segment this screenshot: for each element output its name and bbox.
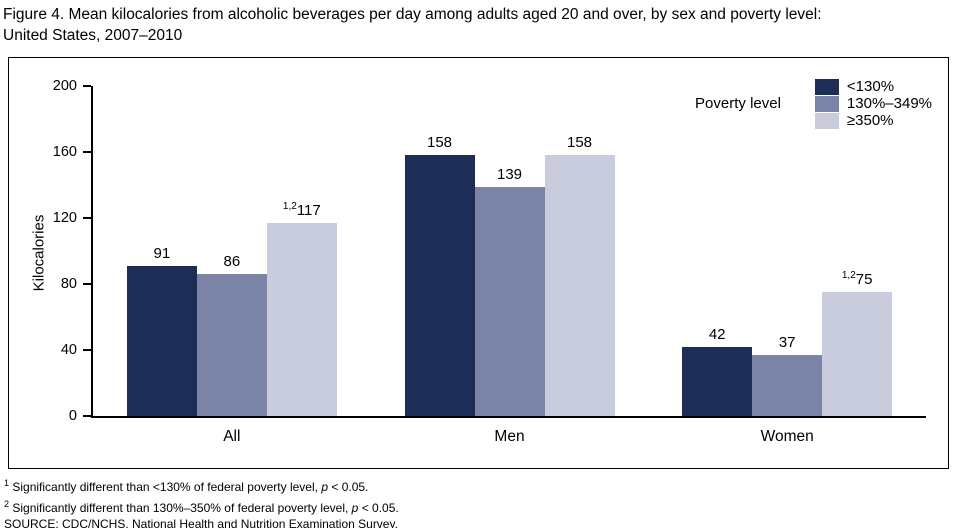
y-tick: 160 — [53, 144, 91, 160]
bar-value-label: 158 — [426, 134, 453, 152]
bar: 139 — [474, 86, 545, 416]
bar-value-label: 91 — [153, 244, 171, 262]
category-label: All — [223, 428, 241, 445]
y-tick-label: 200 — [52, 78, 77, 94]
footnotes: 1 Significantly different than <130% of … — [4, 475, 399, 528]
bar: 1,2117 — [266, 86, 337, 416]
y-axis-label: Kilocalories — [30, 214, 48, 292]
bar-rect — [404, 155, 475, 416]
y-tick-label: 120 — [52, 210, 77, 226]
legend-item: ≥350% — [814, 112, 932, 129]
bar-value-label: 1,2117 — [282, 200, 321, 219]
bar-groups: 91 86 1,2117 All 158 139 158 Men 42 37 1,275 Women — [93, 86, 926, 445]
footnote-2: 2 Significantly different than 130%–350%… — [4, 496, 399, 517]
bar: 37 — [752, 86, 823, 416]
plot-area: 0 40 80 120 160 200 91 86 1,2117 All 158 139 158 Men 4… — [53, 78, 926, 445]
y-tick-label: 40 — [60, 342, 77, 358]
legend-swatch — [814, 112, 839, 129]
y-tick-label: 160 — [52, 144, 77, 160]
bar-rect — [126, 265, 197, 416]
footnote-2-marker: 2 — [4, 498, 10, 509]
bar-rect — [196, 274, 267, 416]
category-label: Women — [760, 428, 814, 445]
category-group-women: 42 37 1,275 Women — [648, 86, 926, 445]
category-group-all: 91 86 1,2117 All — [93, 86, 371, 445]
bar: 1,275 — [822, 86, 893, 416]
y-tick: 40 — [61, 342, 91, 358]
footnote-2-pvar: p — [351, 500, 359, 515]
y-tick: 80 — [61, 276, 91, 292]
legend-items: <130% 130%–349% ≥350% — [797, 78, 932, 129]
figure-title-line2: United States, 2007–2010 — [3, 26, 183, 44]
bar-rect — [822, 292, 893, 416]
bar-value-label: 37 — [778, 333, 796, 351]
bar-rect — [266, 222, 337, 416]
bar: 86 — [196, 86, 267, 416]
footnote-1: 1 Significantly different than <130% of … — [4, 475, 399, 496]
footnote-1-pvar: p — [321, 480, 329, 494]
y-tick: 120 — [53, 210, 91, 226]
legend: Poverty level <130% 130%–349% ≥350% — [695, 78, 932, 129]
y-tick: 200 — [53, 78, 91, 94]
bar: 158 — [544, 86, 615, 416]
legend-item-label: ≥350% — [846, 112, 894, 129]
bar: 91 — [126, 86, 197, 416]
bar: 158 — [404, 86, 475, 416]
bar-rect — [544, 155, 615, 416]
bar-rect — [752, 354, 823, 416]
bar-value-label: 42 — [708, 325, 726, 343]
legend-swatch — [814, 95, 839, 112]
footnote-2-text: Significantly different than 130%–350% o… — [9, 500, 352, 515]
bar-rect — [682, 346, 753, 416]
legend-item: 130%–349% — [814, 95, 932, 112]
footnote-2-ptail: < 0.05. — [358, 500, 399, 515]
footnote-1-ptail: < 0.05. — [328, 480, 369, 494]
category-label: Men — [494, 428, 525, 445]
chart-frame: Poverty level <130% 130%–349% ≥350% Kiloca… — [8, 57, 949, 469]
bar-rect — [474, 186, 545, 416]
footnote-1-marker: 1 — [4, 478, 10, 488]
bar-value-label: 1,275 — [841, 270, 873, 289]
y-tick-label: 0 — [68, 408, 77, 424]
legend-swatch — [814, 78, 839, 95]
category-group-men: 158 139 158 Men — [371, 86, 649, 445]
significance-flag: 1,2 — [282, 200, 297, 212]
legend-item: <130% — [814, 78, 932, 95]
significance-flag: 1,2 — [841, 270, 856, 282]
y-tick: 0 — [69, 408, 91, 424]
footnote-1-text: Significantly different than <130% of fe… — [9, 480, 322, 494]
bar-value-label: 139 — [496, 165, 523, 183]
bar-value-label: 86 — [223, 253, 241, 271]
legend-item-label: <130% — [846, 78, 895, 95]
y-tick-label: 80 — [60, 276, 77, 292]
figure-title: Figure 4. Mean kilocalories from alcohol… — [3, 5, 953, 47]
source-line: SOURCE: CDC/NCHS, National Health and Nu… — [4, 517, 398, 528]
bar: 42 — [682, 86, 753, 416]
bar-value-label: 158 — [566, 134, 593, 152]
legend-item-label: 130%–349% — [846, 95, 932, 112]
figure-title-line1: Figure 4. Mean kilocalories from alcohol… — [3, 6, 822, 23]
legend-title: Poverty level — [695, 95, 781, 112]
